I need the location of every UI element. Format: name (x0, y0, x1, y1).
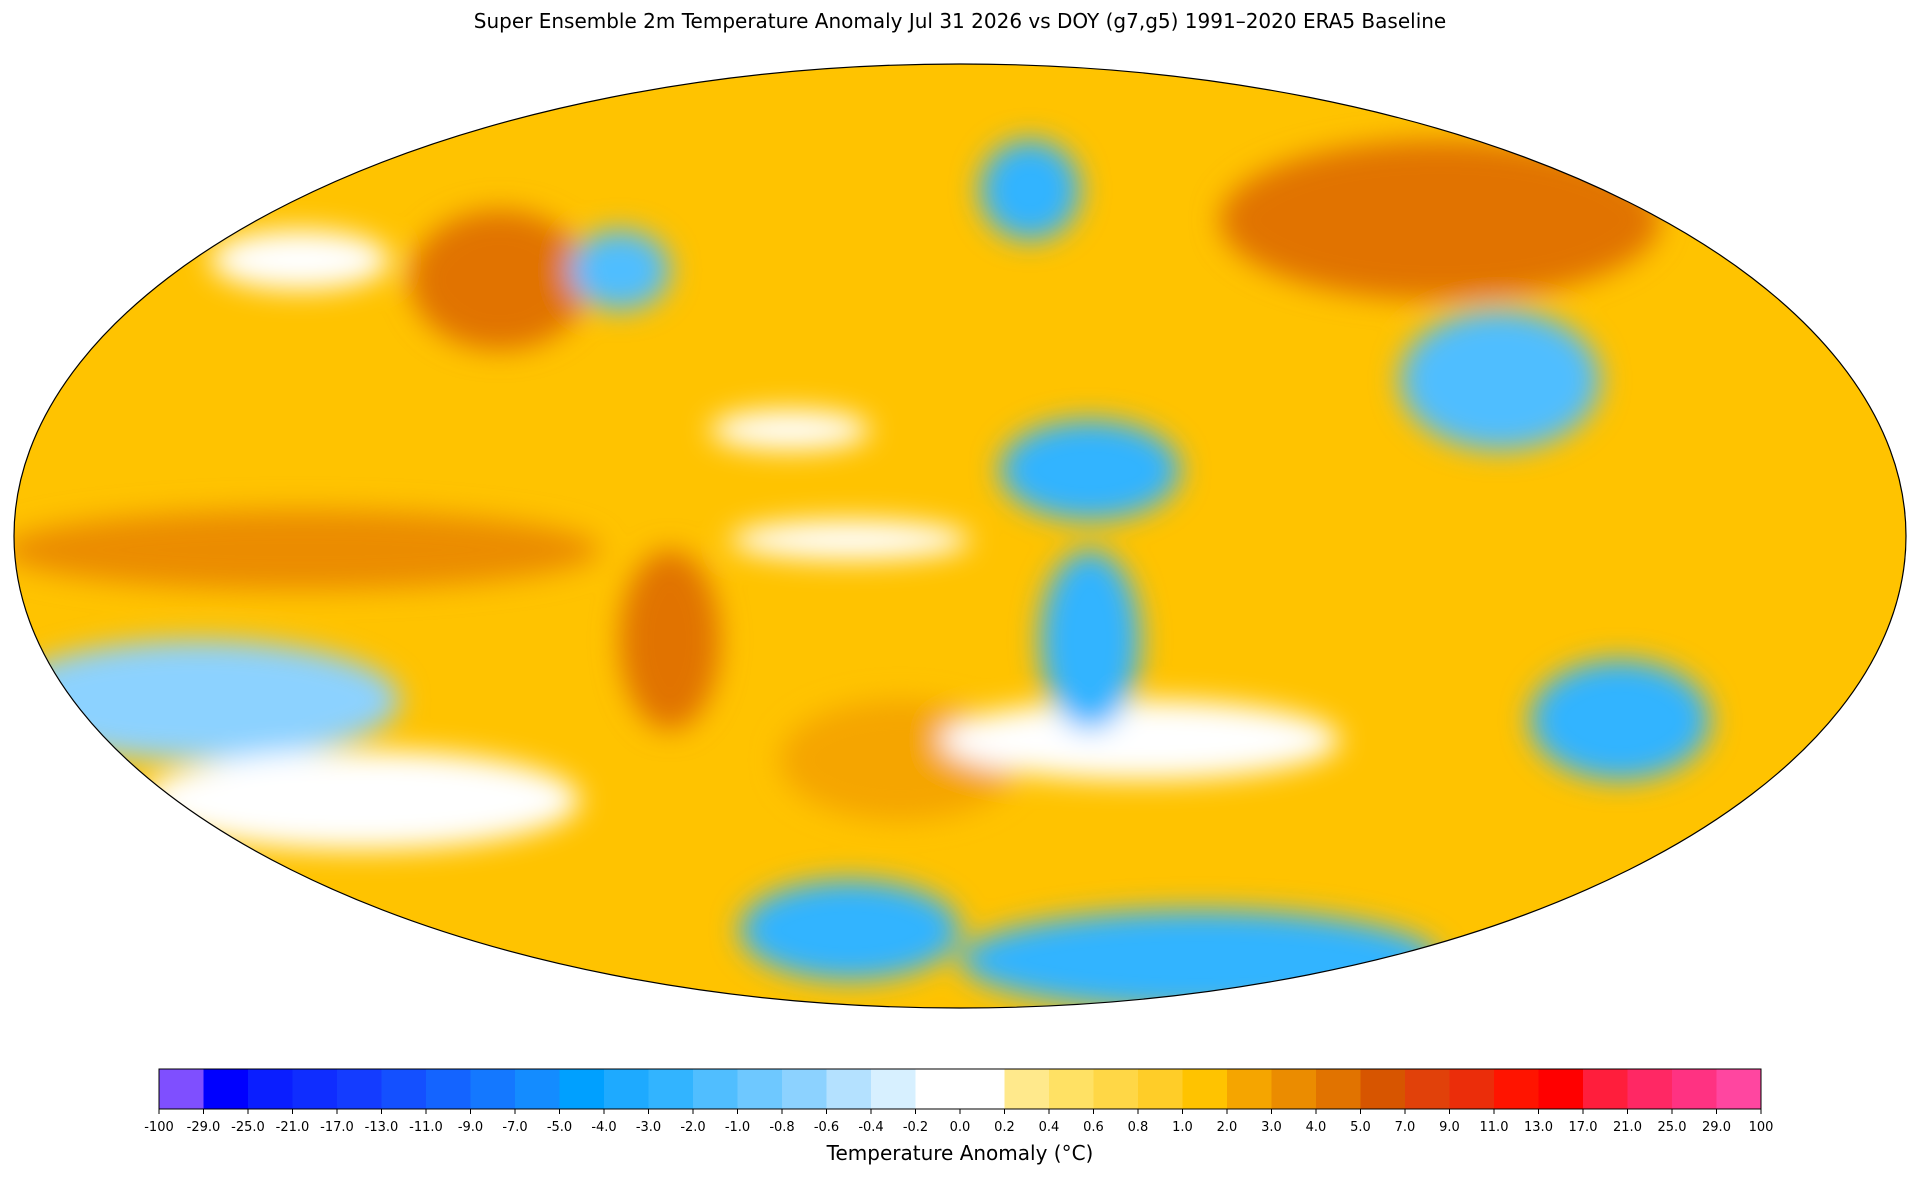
colorbar-tick-label: -17.0 (320, 1120, 354, 1135)
colorbar-tick-label: 21.0 (1613, 1120, 1642, 1135)
colorbar-bin (871, 1069, 916, 1109)
colorbar-bin (648, 1069, 694, 1109)
colorbar-tick-label: -9.0 (458, 1120, 483, 1135)
colorbar-tick-label: 4.0 (1306, 1120, 1327, 1135)
colorbar-tick-label: 11.0 (1480, 1120, 1509, 1135)
colorbar-tick-label: -1.0 (725, 1120, 750, 1135)
colorbar-tick-label: -25.0 (231, 1120, 265, 1135)
colorbar-tick-label: -0.6 (814, 1120, 839, 1135)
colorbar-bin (1627, 1069, 1673, 1109)
colorbar-bin (693, 1069, 738, 1109)
colorbar-bin (159, 1069, 204, 1109)
colorbar-bin (1672, 1069, 1717, 1109)
colorbar-bin (1449, 1069, 1495, 1109)
colorbar-bin (1093, 1069, 1139, 1109)
colorbar-bin (1405, 1069, 1450, 1109)
colorbar-tick-label: -0.8 (769, 1120, 794, 1135)
colorbar-bin (1227, 1069, 1272, 1109)
colorbar-bin (1138, 1069, 1183, 1109)
colorbar-bin (1271, 1069, 1317, 1109)
colorbar-tick-label: -4.0 (591, 1120, 616, 1135)
colorbar-tick-label: 1.0 (1172, 1120, 1193, 1135)
colorbar-tick-label: -0.4 (858, 1120, 883, 1135)
colorbar-bin (1716, 1069, 1762, 1109)
colorbar-tick-label: 13.0 (1524, 1120, 1553, 1135)
colorbar-tick-label: -11.0 (409, 1120, 443, 1135)
map (14, 64, 1906, 1008)
colorbar-tick-label: -2.0 (680, 1120, 705, 1135)
map-title: Super Ensemble 2m Temperature Anomaly Ju… (474, 9, 1446, 33)
colorbar-tick-label: 0.8 (1128, 1120, 1149, 1135)
colorbar-tick-label: 5.0 (1350, 1120, 1371, 1135)
colorbar-tick-label: -3.0 (636, 1120, 661, 1135)
colorbar-tick-label: -100 (144, 1120, 174, 1135)
colorbar-tick-label: 0.6 (1083, 1120, 1104, 1135)
colorbar-tick-label: -7.0 (502, 1120, 527, 1135)
colorbar-bin (1583, 1069, 1628, 1109)
colorbar-tick-label: -21.0 (276, 1120, 310, 1135)
colorbar-bin (604, 1069, 649, 1109)
colorbar-bin (1494, 1069, 1539, 1109)
colorbar-bin (782, 1069, 827, 1109)
colorbar-bin (426, 1069, 471, 1109)
colorbar-tick-label: 0.4 (1039, 1120, 1060, 1135)
colorbar-bin (737, 1069, 783, 1109)
colorbar-tick-label: 25.0 (1658, 1120, 1687, 1135)
colorbar-bin (381, 1069, 427, 1109)
colorbar-bin (515, 1069, 560, 1109)
map-border (13, 63, 1907, 1009)
colorbar-tick-label: 100 (1749, 1120, 1774, 1135)
colorbar-bin (1004, 1069, 1050, 1109)
colorbar-bin (248, 1069, 293, 1109)
colorbar-bin (1360, 1069, 1406, 1109)
colorbar-tick-label: -5.0 (547, 1120, 572, 1135)
colorbar-bin (292, 1069, 338, 1109)
colorbar-bin (960, 1069, 1005, 1109)
colorbar: -100 -29.0 -25.0 -21.0 -17.0 -13.0 -11.0 -9.0 -7… (144, 1068, 1774, 1135)
colorbar-tick-label: 17.0 (1569, 1120, 1598, 1135)
colorbar-label: Temperature Anomaly (°C) (826, 1141, 1094, 1165)
colorbar-tick-label: -0.2 (903, 1120, 928, 1135)
colorbar-bin (1538, 1069, 1584, 1109)
colorbar-bin (1316, 1069, 1361, 1109)
colorbar-tick-label: 0.0 (950, 1120, 971, 1135)
colorbar-tick-label: 7.0 (1395, 1120, 1416, 1135)
colorbar-tick-label: -13.0 (365, 1120, 399, 1135)
colorbar-bin (203, 1069, 249, 1109)
colorbar-bin (1049, 1069, 1094, 1109)
colorbar-tick-label: 0.2 (994, 1120, 1015, 1135)
colorbar-tick-label: 3.0 (1261, 1120, 1282, 1135)
colorbar-tick-label: -29.0 (187, 1120, 221, 1135)
colorbar-tick-label: 29.0 (1702, 1120, 1731, 1135)
colorbar-bin (470, 1069, 516, 1109)
colorbar-bin (1182, 1069, 1228, 1109)
colorbar-bin (559, 1069, 605, 1109)
colorbar-tick-label: 9.0 (1439, 1120, 1460, 1135)
colorbar-bin (337, 1069, 382, 1109)
colorbar-bin (915, 1069, 961, 1109)
colorbar-tick-label: 2.0 (1217, 1120, 1238, 1135)
colorbar-bin (826, 1069, 872, 1109)
